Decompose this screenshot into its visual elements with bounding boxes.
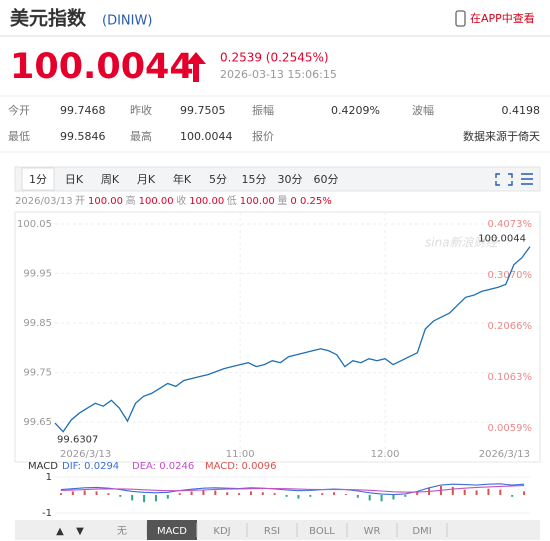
info-label: 收 xyxy=(176,194,186,207)
stat-label: 最高 xyxy=(130,129,152,143)
min-annotation: 99.6307 xyxy=(57,435,98,446)
macd-tick-label: 1 xyxy=(46,472,52,483)
price-line xyxy=(54,246,531,433)
dif-line xyxy=(60,483,525,496)
info-label: 高 xyxy=(126,194,136,207)
macd-label: MACD xyxy=(28,461,58,472)
indicator-tab-selected[interactable] xyxy=(147,520,197,540)
fullscreen-icon[interactable] xyxy=(495,173,513,186)
stat-label: 振幅 xyxy=(252,103,274,117)
stat-label: 报价 xyxy=(252,129,274,143)
y2-tick-label: 0.0059% xyxy=(488,423,533,434)
macd-value-label: MACD: 0.0096 xyxy=(205,461,277,472)
period-tab[interactable]: 5分 xyxy=(209,173,227,186)
info-value: 0 xyxy=(290,196,296,207)
price: 100.0044 xyxy=(10,47,194,87)
period-tab[interactable]: 1分 xyxy=(29,173,47,186)
max-annotation: 100.0044 xyxy=(478,234,526,245)
info-label: 开 xyxy=(75,196,85,207)
period-tab[interactable]: 月K xyxy=(137,173,156,186)
period-tab[interactable]: 日K xyxy=(65,173,84,186)
indicator-tab[interactable]: 无 xyxy=(117,526,127,537)
stat-label: 波幅 xyxy=(412,104,434,117)
stat-label: 最低 xyxy=(8,130,30,143)
y-tick-label: 99.85 xyxy=(23,318,52,329)
indicator-tab[interactable]: DMI xyxy=(412,526,431,537)
info-label: 量 xyxy=(277,195,287,207)
stat-value: 0.4198 xyxy=(502,104,541,117)
y-tick-label: 100.05 xyxy=(17,219,52,230)
dif-label: DIF: 0.0294 xyxy=(62,461,119,472)
y-tick-label: 99.75 xyxy=(23,368,52,379)
phone-icon[interactable] xyxy=(455,10,466,27)
period-tab[interactable]: 年K xyxy=(173,172,192,186)
x-tick-label: 2026/3/13 xyxy=(479,449,530,460)
info-value: 100.00 xyxy=(88,196,123,207)
macd-tick-label: -1 xyxy=(42,508,52,519)
up-arrow xyxy=(186,52,206,82)
watermark: sina新浪财经 xyxy=(425,236,500,250)
period-tab[interactable]: 周K xyxy=(101,173,120,186)
y2-tick-label: 0.1063% xyxy=(488,372,533,383)
dea-line xyxy=(60,485,525,493)
stat-value: 99.7468 xyxy=(60,104,106,117)
stat-value: 0.4209% xyxy=(331,104,380,117)
app-link[interactable]: 在APP中查看 xyxy=(470,11,535,25)
quote-time: 2026-03-13 15:06:15 xyxy=(220,68,337,81)
dea-label: DEA: 0.0246 xyxy=(132,461,194,472)
settings-icon[interactable] xyxy=(521,173,533,185)
info-value: 100.00 xyxy=(240,196,275,207)
stat-value: 99.7505 xyxy=(180,104,226,117)
indicator-tab[interactable]: MACD xyxy=(157,526,187,537)
info-value: 100.00 xyxy=(139,196,174,207)
y2-tick-label: 0.2066% xyxy=(488,321,533,332)
indicator-bar xyxy=(15,520,540,540)
y2-tick-label: 0.4073% xyxy=(488,219,533,230)
indicator-tab[interactable]: ▼ xyxy=(76,526,84,537)
indicator-tab[interactable]: BOLL xyxy=(309,526,335,537)
stat-value: 数据来源于倚天 xyxy=(463,129,540,143)
y-tick-label: 99.65 xyxy=(23,417,52,428)
code: (DINIW) xyxy=(102,14,152,29)
period-tab-selected[interactable] xyxy=(21,167,55,191)
info-change: 0.25% xyxy=(300,196,332,207)
stat-value: 99.5846 xyxy=(60,130,106,143)
change: 0.2539 (0.2545%) xyxy=(220,51,329,65)
plot-frame xyxy=(14,211,541,463)
period-tab[interactable]: 60分 xyxy=(314,173,339,186)
info-date: 2026/03/13 xyxy=(15,196,73,207)
x-tick-label: 2026/3/13 xyxy=(60,449,111,460)
stat-label: 今开 xyxy=(8,103,30,117)
info-value: 100.00 xyxy=(189,196,224,207)
stat-label: 昨收 xyxy=(130,103,152,117)
title: 美元指数 xyxy=(10,7,87,30)
y-tick-label: 99.95 xyxy=(23,269,52,280)
indicator-tab[interactable]: WR xyxy=(364,526,381,537)
indicator-tab[interactable]: RSI xyxy=(264,526,280,537)
indicator-tab[interactable]: KDJ xyxy=(213,526,230,537)
indicator-tab[interactable]: ▲ xyxy=(56,526,64,537)
period-tab[interactable]: 15分 xyxy=(242,173,267,186)
period-tab[interactable]: 30分 xyxy=(278,173,303,186)
info-label: 低 xyxy=(227,194,237,207)
period-bar xyxy=(14,166,541,192)
stat-value: 100.0044 xyxy=(180,130,233,143)
